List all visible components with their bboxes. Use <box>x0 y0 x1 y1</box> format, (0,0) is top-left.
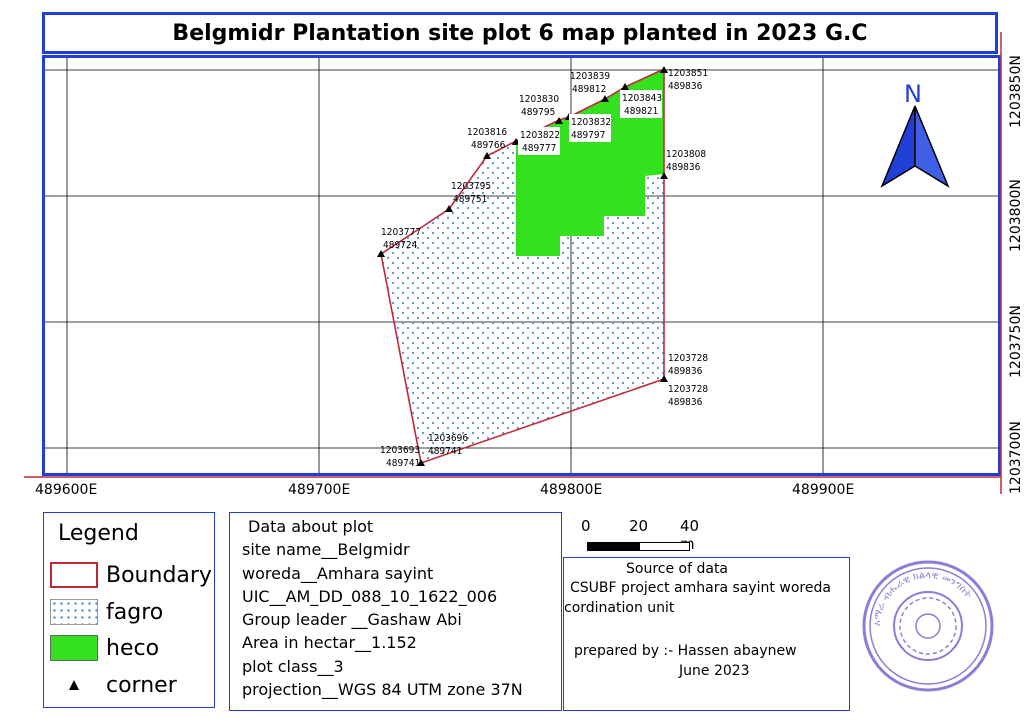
corner-label-e: 489836 <box>668 81 703 92</box>
corner-label-e: 489766 <box>471 140 506 151</box>
corner-icon <box>417 459 425 466</box>
corner-swatch-icon <box>50 672 98 698</box>
corner-label-e: 489836 <box>668 397 703 408</box>
plot-info-box: Data about plot site name__Belgmidr wore… <box>229 512 562 711</box>
northing-label: 1203700N <box>1008 421 1024 494</box>
plot-info-group-leader: Group leader __Gashaw Abi <box>242 610 462 629</box>
legend-item-corner: corner <box>50 671 177 699</box>
corner-icon <box>555 117 563 124</box>
plot-info-site-name: site name__Belgmidr <box>242 540 410 559</box>
prepared-date: June 2023 <box>679 663 750 679</box>
corner-label-e: 489812 <box>572 84 606 95</box>
fagro-swatch-icon <box>50 599 98 625</box>
legend-label: fagro <box>106 599 164 625</box>
scale-label: 20 <box>629 517 649 535</box>
corner-label-n: 1203843 <box>622 93 662 104</box>
corner-label-e: 489797 <box>571 130 605 141</box>
corner-label-n: 1203816 <box>467 127 507 138</box>
legend-label: heco <box>106 635 160 661</box>
corner-label-e: 489741 <box>428 446 462 457</box>
corner-label-n: 1203832 <box>571 117 611 128</box>
scale-label: 0 <box>581 517 591 535</box>
scale-bar-segment-light <box>639 542 690 551</box>
heco-swatch-icon <box>50 635 98 661</box>
corner-icon <box>377 250 385 257</box>
boundary-swatch-icon <box>50 562 98 588</box>
title-box: Belgmidr Plantation site plot 6 map plan… <box>42 12 998 54</box>
corner-label-e: 489836 <box>668 366 703 377</box>
corner-icon <box>445 205 453 212</box>
boundary-line <box>380 67 665 465</box>
plot-info-area: Area in hectar__1.152 <box>242 633 417 652</box>
legend-item-boundary: Boundary <box>50 561 212 589</box>
official-stamp-icon: አማራ ብሔራዊ ክልላዊ መንግስት <box>862 560 994 692</box>
north-arrow-icon: N <box>880 80 950 188</box>
northing-label: 1203800N <box>1008 179 1024 252</box>
corner-label-e: 489777 <box>522 143 556 154</box>
source-line-2: cordination unit <box>564 600 675 616</box>
northing-label: 1203850N <box>1008 55 1024 128</box>
corner-label-e: 489795 <box>521 107 555 118</box>
prepared-by: prepared by :- Hassen abaynew <box>574 643 797 659</box>
easting-label: 489800E <box>540 482 602 498</box>
corner-icon <box>483 152 491 159</box>
corner-label-n: 1203728 <box>668 384 708 395</box>
north-label: N <box>904 80 922 108</box>
easting-label: 489700E <box>288 482 350 498</box>
map-title: Belgmidr Plantation site plot 6 map plan… <box>172 20 868 46</box>
plot-info-projection: projection__WGS 84 UTM zone 37N <box>242 680 523 699</box>
corner-icon <box>660 66 668 73</box>
legend-label: corner <box>106 672 177 698</box>
corner-labels: 1203851 489836 1203839 489812 1203843 48… <box>380 68 708 469</box>
legend-item-heco: heco <box>50 634 159 662</box>
corner-icon <box>660 375 668 382</box>
corner-label-n: 1203777 <box>381 227 421 238</box>
corner-label-n: 1203808 <box>666 149 706 160</box>
corner-icon <box>601 95 609 102</box>
scale-bar-segment-dark <box>587 542 641 551</box>
corner-label-n: 1203696 <box>428 433 468 444</box>
corner-label-n: 1203830 <box>519 94 559 105</box>
corner-icon <box>621 83 629 90</box>
legend-item-fagro: fagro <box>50 598 163 626</box>
corner-label-e: 489821 <box>624 106 658 117</box>
northing-label: 1203750N <box>1008 305 1024 378</box>
corner-label-n: 1203728 <box>668 353 708 364</box>
legend-box: Legend Boundary fagro heco corner <box>43 512 215 708</box>
easting-label: 489900E <box>792 482 854 498</box>
source-line-1: CSUBF project amhara sayint woreda <box>570 580 831 596</box>
legend-title: Legend <box>58 521 139 546</box>
corner-label-e: 489741 <box>386 458 420 469</box>
corner-label-e: 489724 <box>383 240 418 251</box>
plot-info-uic: UIC__AM_DD_088_10_1622_006 <box>242 587 498 606</box>
plot-info-heading: Data about plot <box>248 517 374 536</box>
corner-icon <box>660 172 668 179</box>
corner-label-n: 1203795 <box>451 181 491 192</box>
plot-info-woreda: woreda__Amhara sayint <box>242 564 434 583</box>
legend-label: Boundary <box>106 562 212 588</box>
corner-label-e: 489836 <box>666 162 701 173</box>
corner-label-n: 1203851 <box>668 68 708 79</box>
source-heading: Source of data <box>626 561 729 577</box>
corner-label-n: 1203693 <box>380 445 420 456</box>
corner-label-e: 489751 <box>453 194 487 205</box>
corner-label-n: 1203839 <box>570 71 610 82</box>
corner-label-n: 1203822 <box>520 130 560 141</box>
easting-label: 489600E <box>35 482 97 498</box>
plot-info-plot-class: plot class__3 <box>242 657 344 676</box>
source-box: Source of data CSUBF project amhara sayi… <box>563 557 850 711</box>
map-canvas: 1203851 489836 1203839 489812 1203843 48… <box>24 32 1024 498</box>
